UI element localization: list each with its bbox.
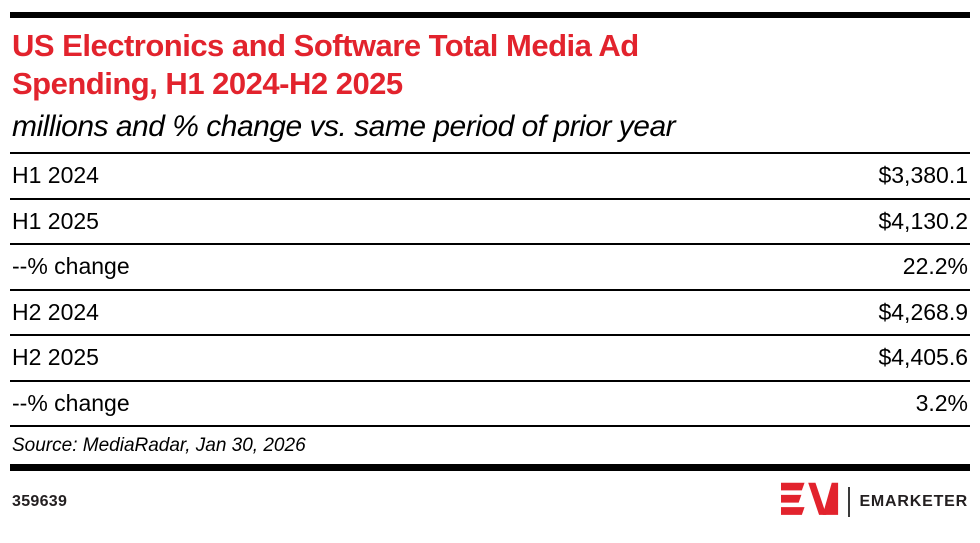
row-value: $3,380.1 [878, 162, 968, 189]
row-value: $4,130.2 [878, 207, 968, 234]
table-row: --% change 22.2% [10, 245, 970, 291]
chart-title-line2: Spending, H1 2024-H2 2025 [12, 66, 403, 101]
chart-title: US Electronics and Software Total Media … [12, 27, 968, 103]
footer: 359639 EMARKETER [10, 481, 970, 522]
table-row: H2 2025 $4,405.6 [10, 336, 970, 382]
row-value: $4,268.9 [878, 298, 968, 325]
row-value: $4,405.6 [878, 344, 968, 371]
row-label: H1 2025 [12, 207, 99, 234]
brand-name: EMARKETER [859, 492, 968, 510]
chart-title-line1: US Electronics and Software Total Media … [12, 28, 639, 63]
row-value: 22.2% [902, 253, 968, 280]
table-row: H1 2025 $4,130.2 [10, 200, 970, 245]
row-label: --% change [12, 253, 130, 280]
brand-lockup: EMARKETER [781, 481, 968, 522]
row-label: H2 2025 [12, 344, 99, 371]
table-row: H1 2024 $3,380.1 [10, 154, 970, 200]
brand-divider [848, 486, 851, 517]
source-note: Source: MediaRadar, Jan 30, 2026 [12, 434, 306, 456]
table-row: --% change 3.2% [10, 382, 970, 427]
table-row: H2 2024 $4,268.9 [10, 291, 970, 336]
top-divider [10, 12, 970, 18]
spending-table: H1 2024 $3,380.1 H1 2025 $4,130.2 --% change… [10, 152, 970, 427]
row-label: H1 2024 [12, 162, 99, 189]
emarketer-em-logo-icon [781, 481, 839, 522]
chart-subtitle: millions and % change vs. same period of… [12, 110, 676, 143]
row-value: 3.2% [915, 389, 968, 416]
row-label: --% change [12, 389, 130, 416]
bottom-divider [10, 464, 970, 471]
chart-id: 359639 [12, 492, 68, 510]
row-label: H2 2024 [12, 298, 99, 325]
